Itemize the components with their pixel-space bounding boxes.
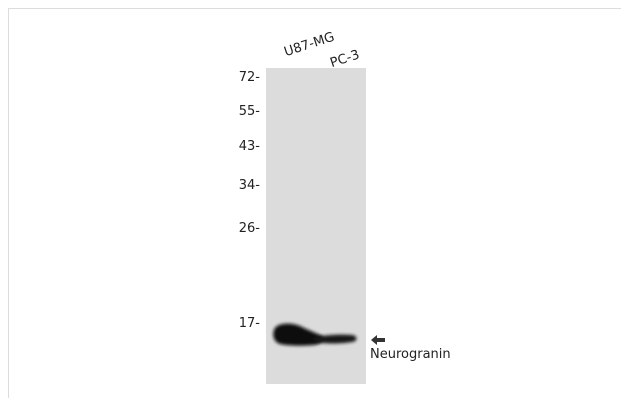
marker-72: 72- [238, 70, 260, 85]
band-u87mg [273, 323, 324, 346]
marker-43: 43- [238, 139, 260, 154]
target-protein-label: Neurogranin [370, 347, 451, 362]
arrow-left-icon [371, 335, 385, 345]
marker-17: 17- [238, 316, 260, 331]
marker-55: 55- [238, 104, 260, 119]
marker-26: 26- [238, 221, 260, 236]
band-pc3 [313, 334, 357, 344]
marker-34: 34- [238, 178, 260, 193]
figure-frame [8, 8, 621, 398]
